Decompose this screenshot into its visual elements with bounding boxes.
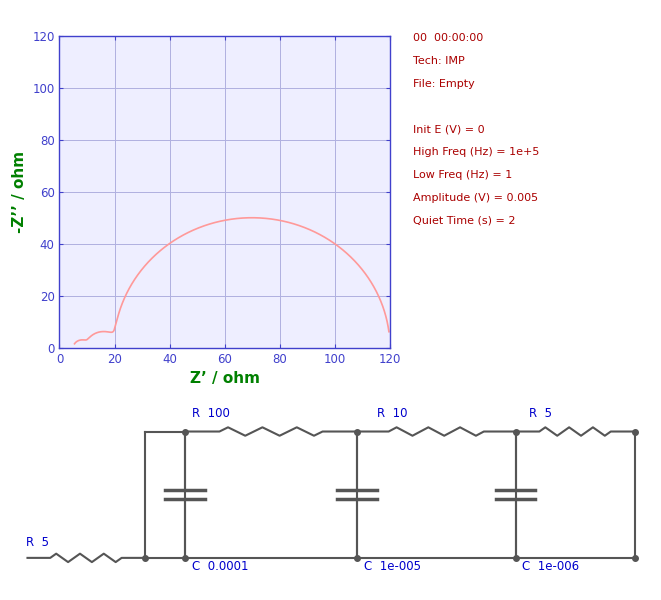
Text: R  10: R 10: [377, 407, 407, 420]
Text: C  1e-005: C 1e-005: [364, 560, 420, 573]
Text: Tech: IMP: Tech: IMP: [413, 56, 465, 66]
Text: Quiet Time (s) = 2: Quiet Time (s) = 2: [413, 215, 516, 226]
Text: High Freq (Hz) = 1e+5: High Freq (Hz) = 1e+5: [413, 147, 539, 157]
Text: R  5: R 5: [529, 407, 552, 420]
Text: Amplitude (V) = 0.005: Amplitude (V) = 0.005: [413, 193, 538, 203]
Text: R  5: R 5: [26, 536, 50, 548]
Text: File: Empty: File: Empty: [413, 79, 475, 89]
Text: R  100: R 100: [192, 407, 229, 420]
Text: Low Freq (Hz) = 1: Low Freq (Hz) = 1: [413, 170, 512, 180]
X-axis label: Z’ / ohm: Z’ / ohm: [190, 371, 260, 386]
Text: Init E (V) = 0: Init E (V) = 0: [413, 124, 485, 134]
Text: C  0.0001: C 0.0001: [192, 560, 248, 573]
Text: C  1e-006: C 1e-006: [522, 560, 579, 573]
Y-axis label: -Z’’ / ohm: -Z’’ / ohm: [12, 151, 26, 233]
Text: 00  00:00:00: 00 00:00:00: [413, 33, 483, 43]
